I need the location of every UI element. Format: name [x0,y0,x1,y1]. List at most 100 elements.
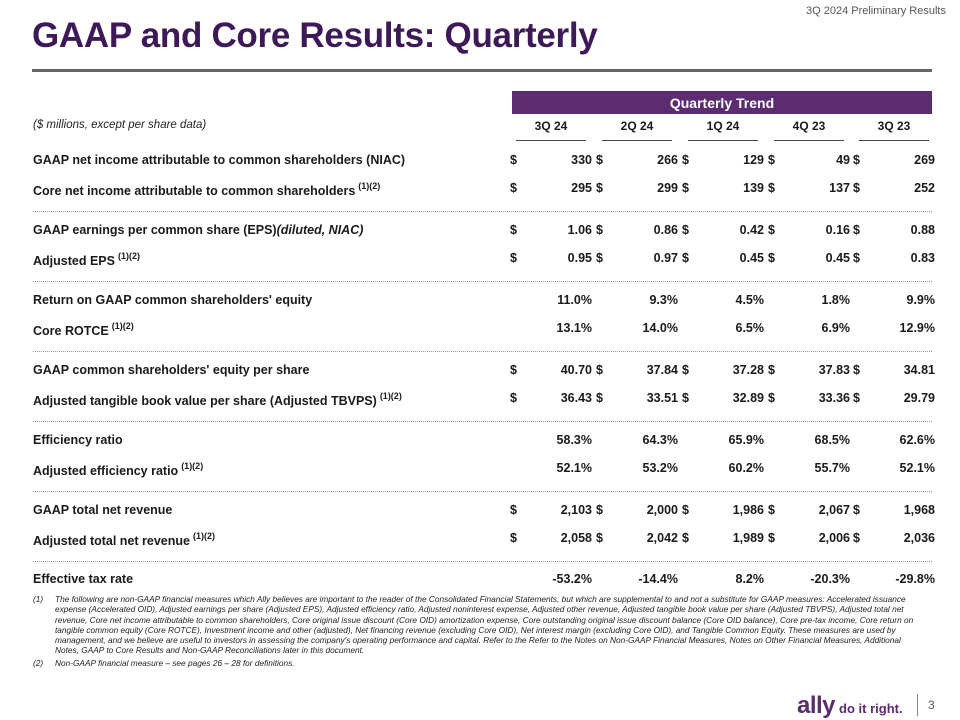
currency-symbol: $ [682,363,689,377]
value-cell: 53.2% [596,461,678,481]
row-group-separator [33,561,932,562]
table-row: GAAP total net revenue $2,103 $2,000 $1,986… [33,503,935,523]
value-cell: $0.45 [682,251,764,271]
cell-value: 6.5% [735,321,765,335]
table-row: Adjusted EPS (1)(2) $0.95 $0.97 $0.45 $0.45 $0… [33,251,935,271]
currency-symbol: $ [596,153,603,167]
value-cell: $40.70 [510,363,592,383]
currency-symbol: $ [510,251,517,265]
footnote-item: (1) The following are non-GAAP financial… [33,594,920,656]
value-cell: $2,000 [596,503,678,523]
cell-value: 32.89 [732,391,764,405]
currency-symbol: $ [853,223,860,237]
footnote-reference: (1)(2) [192,531,215,541]
cell-value: 2,036 [903,531,935,545]
cell-value: 14.0% [642,321,678,335]
row-label: Effective tax rate [33,572,133,586]
cell-value: 9.9% [906,293,936,307]
value-cell: $0.86 [596,223,678,243]
currency-symbol: $ [596,503,603,517]
value-cell: 52.1% [510,461,592,481]
footnote-item: (2) Non-GAAP financial measure – see pag… [33,658,920,668]
cell-value: 33.36 [818,391,850,405]
footnote-reference: (1)(2) [358,181,381,191]
row-label: Efficiency ratio [33,433,123,447]
row-label-text: Adjusted tangible book value per share (… [33,394,377,408]
row-label-text: Adjusted total net revenue [33,534,190,548]
page-title: GAAP and Core Results: Quarterly [32,16,598,55]
row-label-text: GAAP earnings per common share (EPS) [33,223,277,237]
value-cell: $2,006 [768,531,850,551]
currency-symbol: $ [596,181,603,195]
column-header-underline [688,140,758,141]
value-cell: 12.9% [853,321,935,341]
cell-value: 0.45 [825,251,850,265]
cell-value: 129 [743,153,764,167]
row-label: GAAP common shareholders' equity per sha… [33,363,309,377]
row-label-text: Adjusted efficiency ratio [33,464,179,478]
cell-value: 68.5% [814,433,850,447]
column-header-underline [516,140,586,141]
cell-value: 37.28 [732,363,764,377]
column-header: 4Q 23 [792,119,826,133]
units-note: ($ millions, except per share data) [33,119,207,131]
row-group-separator [33,421,932,422]
value-cell: $2,067 [768,503,850,523]
value-cell: $2,103 [510,503,592,523]
cell-value: 0.95 [567,251,592,265]
value-cell: $0.16 [768,223,850,243]
cell-value: 33.51 [646,391,678,405]
value-cell: $1.06 [510,223,592,243]
currency-symbol: $ [853,503,860,517]
currency-symbol: $ [596,223,603,237]
column-header: 3Q 23 [877,119,911,133]
cell-value: 2,042 [646,531,678,545]
value-cell: 13.1% [510,321,592,341]
footnote-reference: (1)(2) [181,461,204,471]
table-row: Adjusted efficiency ratio (1)(2) 52.1% 53.2… [33,461,935,481]
value-cell: $137 [768,181,850,201]
currency-symbol: $ [768,251,775,265]
value-cell: 6.5% [682,321,765,341]
row-label: Adjusted efficiency ratio (1)(2) [33,461,203,478]
cell-value: 295 [571,181,592,195]
cell-value: 1.8% [821,293,851,307]
row-group-separator [33,211,932,212]
row-label: Adjusted tangible book value per share (… [33,391,402,408]
cell-value: 2,006 [818,531,850,545]
value-cell: $29.79 [853,391,935,411]
logo-tagline: do it right. [839,701,903,716]
value-cell: $2,058 [510,531,592,551]
row-label: GAAP net income attributable to common s… [33,153,405,167]
footnote-marker: (2) [33,657,44,668]
row-label-text: GAAP common shareholders' equity per sha… [33,363,310,377]
currency-symbol: $ [682,251,689,265]
value-cell: 1.8% [768,293,851,313]
value-cell: $330 [510,153,592,173]
row-label-qualifier: (diluted, NIAC) [276,223,364,237]
cell-value: 37.83 [818,363,850,377]
cell-value: 37.84 [646,363,678,377]
footnote-reference: (1)(2) [111,321,134,331]
value-cell: $37.83 [768,363,850,383]
cell-value: 0.88 [910,223,935,237]
cell-value: 4.5% [735,293,765,307]
value-cell: $1,968 [853,503,935,523]
cell-value: 266 [657,153,678,167]
value-cell: 68.5% [768,433,850,453]
table-row: Effective tax rate -53.2% -14.4% 8.2% -20.3%… [33,572,935,592]
cell-value: 252 [914,181,935,195]
value-cell: -20.3% [768,572,850,592]
column-header: 2Q 24 [620,119,654,133]
title-underline [32,69,932,72]
value-cell: $2,036 [853,531,935,551]
value-cell: $33.36 [768,391,850,411]
table-row: Core net income attributable to common s… [33,181,935,201]
value-cell: $49 [768,153,850,173]
currency-symbol: $ [768,181,775,195]
cell-value: 0.45 [739,251,764,265]
currency-symbol: $ [853,363,860,377]
value-cell: $295 [510,181,592,201]
cell-value: 36.43 [560,391,592,405]
value-cell: 14.0% [596,321,678,341]
